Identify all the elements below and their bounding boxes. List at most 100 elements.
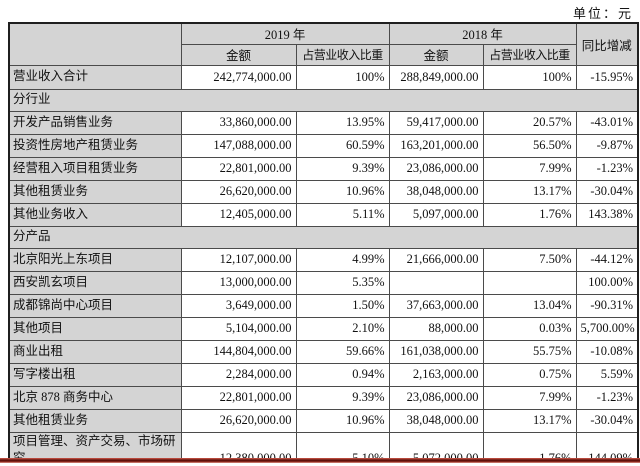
share-2019: 0.94% [295, 362, 390, 387]
yoy-change: -1.23% [575, 385, 639, 410]
table-row: 开发产品销售业务 33,860,000.00 13.95% 59,417,000.00… [8, 110, 639, 135]
table-row: 成都锦尚中心项目 3,649,000.00 1.50% 37,663,000.00 13… [8, 293, 639, 318]
amount-2018: 163,201,000.00 [388, 133, 484, 158]
yoy-change: 143.38% [575, 202, 639, 227]
share-2018: 20.57% [482, 110, 577, 135]
table-row: 其他租赁业务 26,620,000.00 10.96% 38,048,000.00 13… [8, 179, 639, 204]
amount-2019: 13,000,000.00 [180, 270, 297, 295]
amount-2019: 12,405,000.00 [180, 202, 297, 227]
table-row: 营业收入合计 242,774,000.00 100% 288,849,000.00 10… [8, 64, 639, 90]
share-2018: 7.99% [482, 385, 577, 410]
row-label: 其他业务收入 [8, 202, 182, 227]
yoy-change: -44.12% [575, 247, 639, 272]
header-amount-2018: 金额 [388, 43, 484, 66]
table-row: 写字楼出租 2,284,000.00 0.94% 2,163,000.00 0.75% 5… [8, 362, 639, 387]
row-label: 写字楼出租 [8, 362, 182, 387]
share-2019: 1.50% [295, 293, 390, 318]
table-row: 西安凯玄项目 13,000,000.00 5.35% 100.00% [8, 270, 639, 295]
share-2018: 13.17% [482, 408, 577, 433]
table-row: 其他租赁业务 26,620,000.00 10.96% 38,048,000.00 13… [8, 408, 639, 433]
amount-2019: 5,104,000.00 [180, 316, 297, 341]
row-label: 西安凯玄项目 [8, 270, 182, 295]
table-row: 北京阳光上东项目 12,107,000.00 4.99% 21,666,000.00 7… [8, 247, 639, 272]
amount-2018: 288,849,000.00 [388, 64, 484, 90]
revenue-table: 2019 年 2018 年 同比增减 金额 占营业收入比重 金额 占营业收入比重… [8, 22, 640, 462]
row-label: 经营租入项目租赁业务 [8, 156, 182, 181]
header-row-metrics: 金额 占营业收入比重 金额 占营业收入比重 [9, 43, 638, 66]
table-row: 其他项目 5,104,000.00 2.10% 88,000.00 0.03% 5,700… [8, 316, 639, 341]
unit-label: 单位：元 [572, 6, 633, 21]
yoy-change: -43.01% [575, 110, 639, 135]
section-row: 分行业 [8, 88, 639, 112]
row-label: 北京 878 商务中心 [8, 385, 182, 410]
yoy-change: -30.04% [575, 408, 639, 433]
yoy-change: 144.09% [575, 431, 639, 462]
share-2019: 10.96% [295, 179, 390, 204]
share-2018: 13.04% [482, 293, 577, 318]
yoy-change: -10.08% [575, 339, 639, 364]
header-yoy-change: 同比增减 [575, 22, 639, 66]
share-2018: 13.17% [482, 179, 577, 204]
row-label: 营业收入合计 [8, 64, 182, 90]
section-row: 分产品 [8, 225, 639, 249]
share-2018: 7.99% [482, 156, 577, 181]
row-label: 投资性房地产租赁业务 [8, 133, 182, 158]
amount-2019: 12,107,000.00 [180, 247, 297, 272]
header-row-years: 2019 年 2018 年 同比增减 [8, 22, 639, 66]
row-label: 商业出租 [8, 339, 182, 364]
amount-2019: 22,801,000.00 [180, 156, 297, 181]
table-row: 北京 878 商务中心 22,801,000.00 9.39% 23,086,000.… [8, 385, 639, 410]
amount-2019: 22,801,000.00 [180, 385, 297, 410]
share-2019: 5.10% [295, 431, 390, 462]
amount-2018: 88,000.00 [388, 316, 484, 341]
yoy-change: -9.87% [575, 133, 639, 158]
amount-2018: 161,038,000.00 [388, 339, 484, 364]
section-label: 分产品 [8, 225, 639, 249]
share-2018: 0.75% [482, 362, 577, 387]
header-year-2019: 2019 年 [180, 22, 390, 45]
share-2018: 7.50% [482, 247, 577, 272]
table-row: 经营租入项目租赁业务 22,801,000.00 9.39% 23,086,000.0… [8, 156, 639, 181]
header-share-2018: 占营业收入比重 [482, 43, 577, 66]
amount-2018: 37,663,000.00 [388, 293, 484, 318]
yoy-change: 5,700.00% [575, 316, 639, 341]
header-amount-2019: 金额 [180, 43, 297, 66]
yoy-change: -90.31% [575, 293, 639, 318]
amount-2018: 5,097,000.00 [388, 202, 484, 227]
share-2018: 55.75% [482, 339, 577, 364]
header-share-2019: 占营业收入比重 [295, 43, 390, 66]
amount-2018: 38,048,000.00 [388, 408, 484, 433]
amount-2019: 3,649,000.00 [180, 293, 297, 318]
amount-2018: 59,417,000.00 [388, 110, 484, 135]
share-2019: 5.35% [295, 270, 390, 295]
share-2019: 10.96% [295, 408, 390, 433]
table-row: 其他业务收入 12,405,000.00 5.11% 5,097,000.00 1.76… [8, 202, 639, 227]
yoy-change: 100.00% [575, 270, 639, 295]
yoy-change: -1.23% [575, 156, 639, 181]
share-2018: 0.03% [482, 316, 577, 341]
red-underline-annotation [0, 458, 640, 463]
amount-2018: 23,086,000.00 [388, 385, 484, 410]
share-2019: 13.95% [295, 110, 390, 135]
amount-2018: 2,163,000.00 [388, 362, 484, 387]
amount-2019: 242,774,000.00 [180, 64, 297, 90]
row-label: 成都锦尚中心项目 [8, 293, 182, 318]
row-label: 其他项目 [8, 316, 182, 341]
row-label: 开发产品销售业务 [8, 110, 182, 135]
share-2019: 100% [295, 64, 390, 90]
row-label: 其他租赁业务 [8, 179, 182, 204]
yoy-change: -15.95% [575, 64, 639, 90]
amount-2019: 2,284,000.00 [180, 362, 297, 387]
revenue-table-container: 2019 年 2018 年 同比增减 金额 占营业收入比重 金额 占营业收入比重… [8, 22, 640, 462]
amount-2019: 144,804,000.00 [180, 339, 297, 364]
yoy-change: 5.59% [575, 362, 639, 387]
header-year-2018: 2018 年 [388, 22, 577, 45]
table-row: 商业出租 144,804,000.00 59.66% 161,038,000.00 55… [8, 339, 639, 364]
row-label: 其他租赁业务 [8, 408, 182, 433]
share-2018: 1.76% [482, 202, 577, 227]
share-2019: 5.11% [295, 202, 390, 227]
share-2019: 9.39% [295, 156, 390, 181]
section-label: 分行业 [8, 88, 639, 112]
share-2018: 56.50% [482, 133, 577, 158]
amount-2019: 33,860,000.00 [180, 110, 297, 135]
